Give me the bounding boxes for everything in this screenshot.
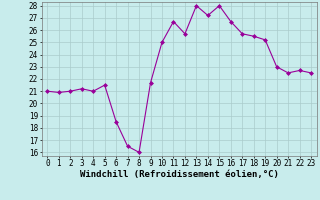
X-axis label: Windchill (Refroidissement éolien,°C): Windchill (Refroidissement éolien,°C) — [80, 170, 279, 179]
